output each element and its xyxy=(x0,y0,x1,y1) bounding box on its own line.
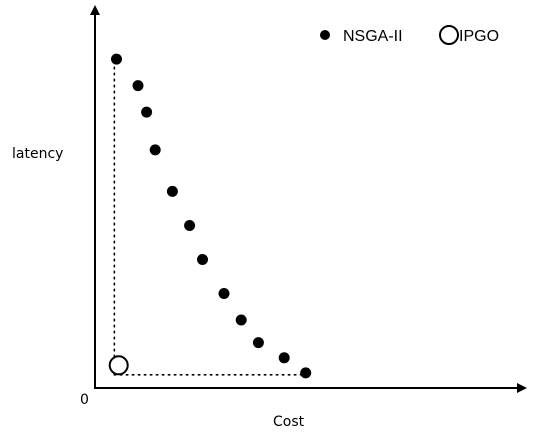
nsga-ii-point-8 xyxy=(218,288,230,299)
nsga-ii-point-9 xyxy=(235,314,247,326)
legend-marker-nsga-ii xyxy=(320,30,330,40)
y-axis-label: latency xyxy=(12,146,63,162)
ipgo-point-1 xyxy=(108,355,129,376)
nsga-ii-point-11 xyxy=(278,352,290,364)
legend-marker-ipgo xyxy=(439,25,459,45)
legend-label-nsga-ii: NSGA-II xyxy=(343,28,403,45)
nsga-ii-point-4 xyxy=(149,144,161,156)
nsga-ii-point-5 xyxy=(166,185,178,197)
nsga-ii-point-1 xyxy=(111,53,122,65)
nsga-ii-point-3 xyxy=(141,106,153,118)
nsga-ii-point-2 xyxy=(132,80,144,92)
nsga-ii-point-7 xyxy=(197,254,208,265)
nsga-ii-point-12 xyxy=(300,367,312,379)
legend-label-ipgo: IPGO xyxy=(459,28,499,45)
origin-label: 0 xyxy=(80,392,89,408)
legend: NSGA-II IPGO xyxy=(320,25,499,45)
nsga-ii-point-6 xyxy=(184,220,196,231)
data-points-layer xyxy=(108,53,312,379)
nsga-ii-point-10 xyxy=(252,337,264,349)
x-axis-label: Cost xyxy=(273,414,305,430)
